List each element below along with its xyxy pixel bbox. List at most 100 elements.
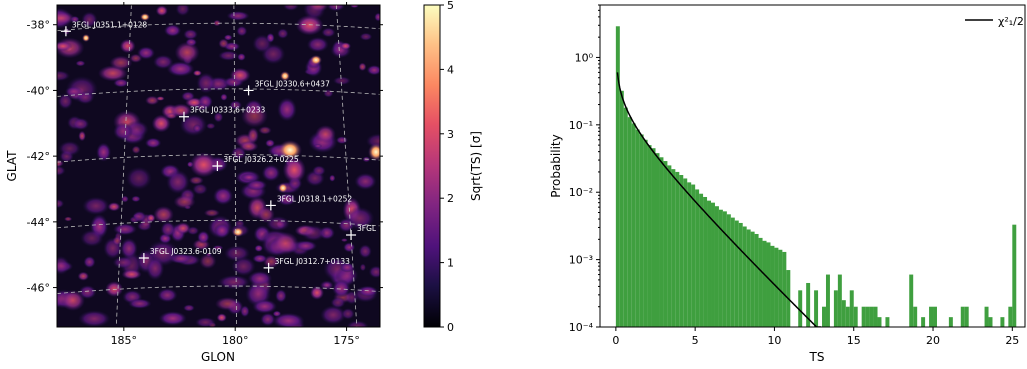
map-y-axis-label: GLAT [5,150,19,182]
histogram-bar [762,240,767,327]
histogram-bar [615,26,620,327]
histogram-bar [841,300,846,327]
histogram-bar [722,211,727,327]
histogram-bar [679,175,684,327]
histogram-bar [643,139,648,327]
histogram-y-axis-label: Probability [549,134,563,197]
emission-blob [252,299,278,314]
emission-blob [160,221,176,238]
colorbar-tick-label: 5 [447,0,454,12]
emission-blob [196,72,216,94]
source-marker [178,111,189,122]
histogram-bar [1008,306,1013,327]
emission-blob [57,159,64,168]
emission-blob [192,69,202,77]
colorbar-tick-label: 1 [447,257,454,270]
histogram-bar [655,153,660,327]
emission-blob [252,34,273,53]
emission-blob [306,36,329,53]
histogram-bar [695,189,700,327]
histogram-bar [988,317,993,327]
longitude-gridline [335,5,358,327]
source-label: 3FGL J0330.6+0437 [255,79,331,88]
histogram-bar [814,290,819,327]
emission-blob [343,242,356,253]
emission-blob [226,11,250,21]
histogram-bar [964,306,969,327]
emission-blob [189,152,218,178]
histogram-x-tick-label: 25 [1005,334,1019,347]
histogram-bar [1012,224,1017,327]
emission-blob [358,62,367,72]
colorbar-tick-label: 3 [447,128,454,141]
histogram-bar [869,306,874,327]
map-y-tick-label: -40° [27,84,50,97]
emission-blob [238,140,259,152]
emission-blob [166,169,190,195]
histogram-bar [734,220,739,327]
histogram-bar [929,306,934,327]
emission-blob [127,298,152,309]
bright-source-blob [140,13,150,21]
histogram-bar [707,200,712,327]
histogram-bar [703,196,708,327]
histogram-y-tick-label: 10⁻⁴ [569,321,594,334]
map-x-axis-label: GLON [201,350,235,364]
histogram-bar [667,165,672,327]
histogram-bar [845,306,850,327]
emission-blob [137,46,156,60]
emission-blob [131,145,141,154]
histogram-bar [699,193,704,327]
emission-blob [313,143,323,149]
emission-blob [183,304,195,312]
emission-blob [254,244,264,252]
histogram-bar [730,217,735,327]
histogram-bar [909,274,914,327]
emission-blob [220,93,228,101]
emission-blob [120,195,129,203]
histogram-bar [861,306,866,327]
histogram-y-tick-label: 10⁻² [569,186,593,199]
emission-blob [240,173,258,182]
emission-blob [332,279,351,298]
emission-blob [132,210,147,223]
emission-blob [206,122,216,130]
emission-blob [121,269,142,280]
source-label: 3FGL J0351.1+0128 [72,20,148,29]
histogram-bar [778,249,783,327]
bright-source-blob [232,227,244,237]
histogram-x-tick-label: 5 [692,334,699,347]
source-marker [265,200,276,211]
emission-blob [58,140,81,157]
emission-blob [96,142,112,162]
emission-blob [282,156,306,184]
legend-label: χ²₁/2 [998,15,1024,28]
emission-blob [240,305,250,318]
source-label: 3FGL J0318.1+0252 [277,194,353,203]
source-label: 3FGL J0312.7+0133 [275,257,351,266]
emission-blob [60,289,85,311]
emission-blob [257,206,275,224]
source-label: 3FGL [357,224,377,233]
sky-map-panel: 3FGL J0351.1+0128 3FGL J0330.6+0437 3FGL J… [5,2,383,364]
emission-blob [112,236,123,246]
emission-blob [192,124,202,133]
latitude-gridline [57,22,380,32]
emission-blob [173,194,196,209]
bright-source-blob [368,143,380,161]
emission-blob [155,5,168,17]
emission-blob [335,136,349,144]
emission-blob [64,86,83,97]
emission-blob [152,54,174,70]
histogram-bar [758,237,763,327]
histogram-bar [711,202,715,327]
emission-blob [349,5,359,8]
colorbar-tick-label: 0 [447,321,454,334]
emission-blob [282,5,299,11]
histogram-bar [873,306,878,327]
emission-blob [323,89,334,98]
emission-blob [205,252,212,257]
emission-blob [252,254,268,263]
histogram-bar [714,206,719,327]
